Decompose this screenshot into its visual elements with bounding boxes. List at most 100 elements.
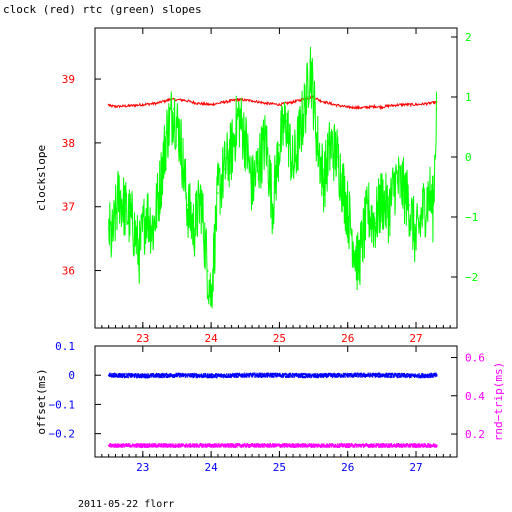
bottom-x-tick-label: 24 [204, 461, 218, 474]
top-y-tick-label: 39 [62, 73, 75, 86]
top-point-clock [114, 105, 117, 108]
top-point-clock [278, 103, 281, 106]
top-point-clock [169, 98, 171, 101]
bottom-point-offset [107, 374, 110, 377]
top-point-rtc [305, 96, 308, 98]
bottom-point-offset [278, 374, 281, 377]
bottom-series-offset [108, 372, 438, 379]
top-point-clock [360, 106, 363, 109]
top-point-rtc [367, 210, 370, 212]
top-point-clock [387, 105, 390, 107]
bottom-point-offset [210, 374, 212, 377]
top-point-rtc [193, 228, 195, 230]
top-y2-tick-label: 2 [465, 31, 472, 44]
chart-title: clock (red) rtc (green) slopes [3, 3, 202, 16]
top-series-rtc [108, 46, 437, 309]
top-point-rtc [111, 240, 113, 242]
bottom-point-round-trip [415, 444, 417, 447]
bottom-point-round-trip [346, 444, 349, 447]
top-point-rtc [210, 294, 212, 296]
top-point-clock [223, 101, 226, 103]
top-series-clock [108, 94, 437, 111]
top-y2-tick-label: 1 [465, 91, 472, 104]
top-point-rtc [360, 246, 363, 248]
top-y-tick-label: 38 [62, 137, 75, 150]
top-point-rtc [408, 204, 410, 206]
top-point-rtc [264, 138, 267, 140]
top-point-clock [319, 99, 322, 102]
bottom-point-offset [142, 374, 144, 377]
bottom-y2-tick-label: 0.6 [465, 351, 485, 364]
top-point-rtc [251, 186, 253, 188]
bottom-x-tick-label: 27 [409, 461, 422, 474]
top-point-clock [182, 99, 185, 101]
top-point-clock [196, 102, 199, 105]
bottom-point-round-trip [142, 444, 144, 447]
top-point-rtc [107, 228, 110, 230]
bottom-y-tick-label: −0.1 [49, 398, 76, 411]
bottom-y2-axis-title: rnd−trip(ms) [492, 362, 505, 441]
top-point-clock [142, 103, 144, 106]
bottom-point-round-trip [107, 444, 110, 447]
top-point-clock [155, 102, 158, 105]
top-point-clock [374, 105, 376, 108]
top-point-clock [428, 102, 431, 105]
bottom-point-round-trip [381, 444, 383, 447]
top-point-clock [292, 101, 294, 103]
top-point-clock [401, 103, 404, 106]
top-point-rtc [387, 210, 390, 212]
bottom-point-round-trip [244, 444, 247, 447]
top-plot-frame [94, 27, 458, 329]
top-y2-tick-label: −2 [465, 271, 478, 284]
bottom-point-round-trip [176, 444, 178, 447]
bottom-point-offset [415, 374, 417, 377]
top-point-rtc [309, 60, 311, 62]
top-point-rtc [394, 180, 397, 182]
top-point-rtc [374, 222, 376, 224]
top-point-rtc [165, 132, 168, 134]
top-x-tick-label: 24 [204, 332, 218, 345]
top-point-rtc [401, 186, 404, 188]
top-point-rtc [343, 192, 346, 194]
bottom-point-offset [346, 374, 349, 377]
top-point-rtc [329, 144, 332, 146]
bottom-series-round-trip [108, 443, 438, 448]
bottom-y-tick-label: 0.1 [55, 340, 75, 353]
top-point-clock [251, 99, 253, 102]
top-point-clock [237, 98, 240, 101]
top-point-rtc [435, 108, 438, 110]
top-point-rtc [323, 180, 325, 182]
top-y-tick-label: 37 [62, 201, 75, 214]
top-point-rtc [124, 210, 127, 212]
top-point-rtc [336, 156, 339, 158]
top-point-rtc [179, 138, 182, 140]
top-point-rtc [159, 186, 161, 188]
footer-caption: 2011-05-22 florr [78, 499, 175, 510]
top-point-rtc [381, 198, 383, 200]
top-point-rtc [428, 192, 431, 194]
bottom-x-tick-label: 23 [136, 461, 149, 474]
top-y2-tick-label: 0 [465, 151, 472, 164]
bottom-y2-tick-label: 0.2 [465, 428, 485, 441]
top-point-rtc [223, 168, 226, 170]
top-point-rtc [138, 252, 141, 254]
top-point-rtc [152, 228, 154, 230]
top-point-rtc [186, 204, 189, 206]
bottom-point-round-trip [278, 444, 281, 447]
bottom-x-tick-label: 26 [341, 461, 354, 474]
top-point-rtc [285, 120, 288, 122]
top-point-clock [264, 102, 267, 105]
top-point-clock [381, 106, 383, 108]
top-point-rtc [244, 138, 247, 140]
top-point-clock [128, 105, 130, 107]
top-point-rtc [258, 162, 260, 164]
bottom-y-tick-label: −0.2 [49, 428, 76, 441]
top-x-tick-label: 26 [341, 332, 354, 345]
top-point-rtc [237, 114, 240, 116]
top-point-clock [333, 103, 335, 106]
bottom-x-tick-label: 25 [273, 461, 286, 474]
top-y2-tick-label: −1 [465, 211, 478, 224]
bottom-point-offset [176, 374, 178, 377]
top-y-axis-title: clockslope [35, 145, 48, 211]
